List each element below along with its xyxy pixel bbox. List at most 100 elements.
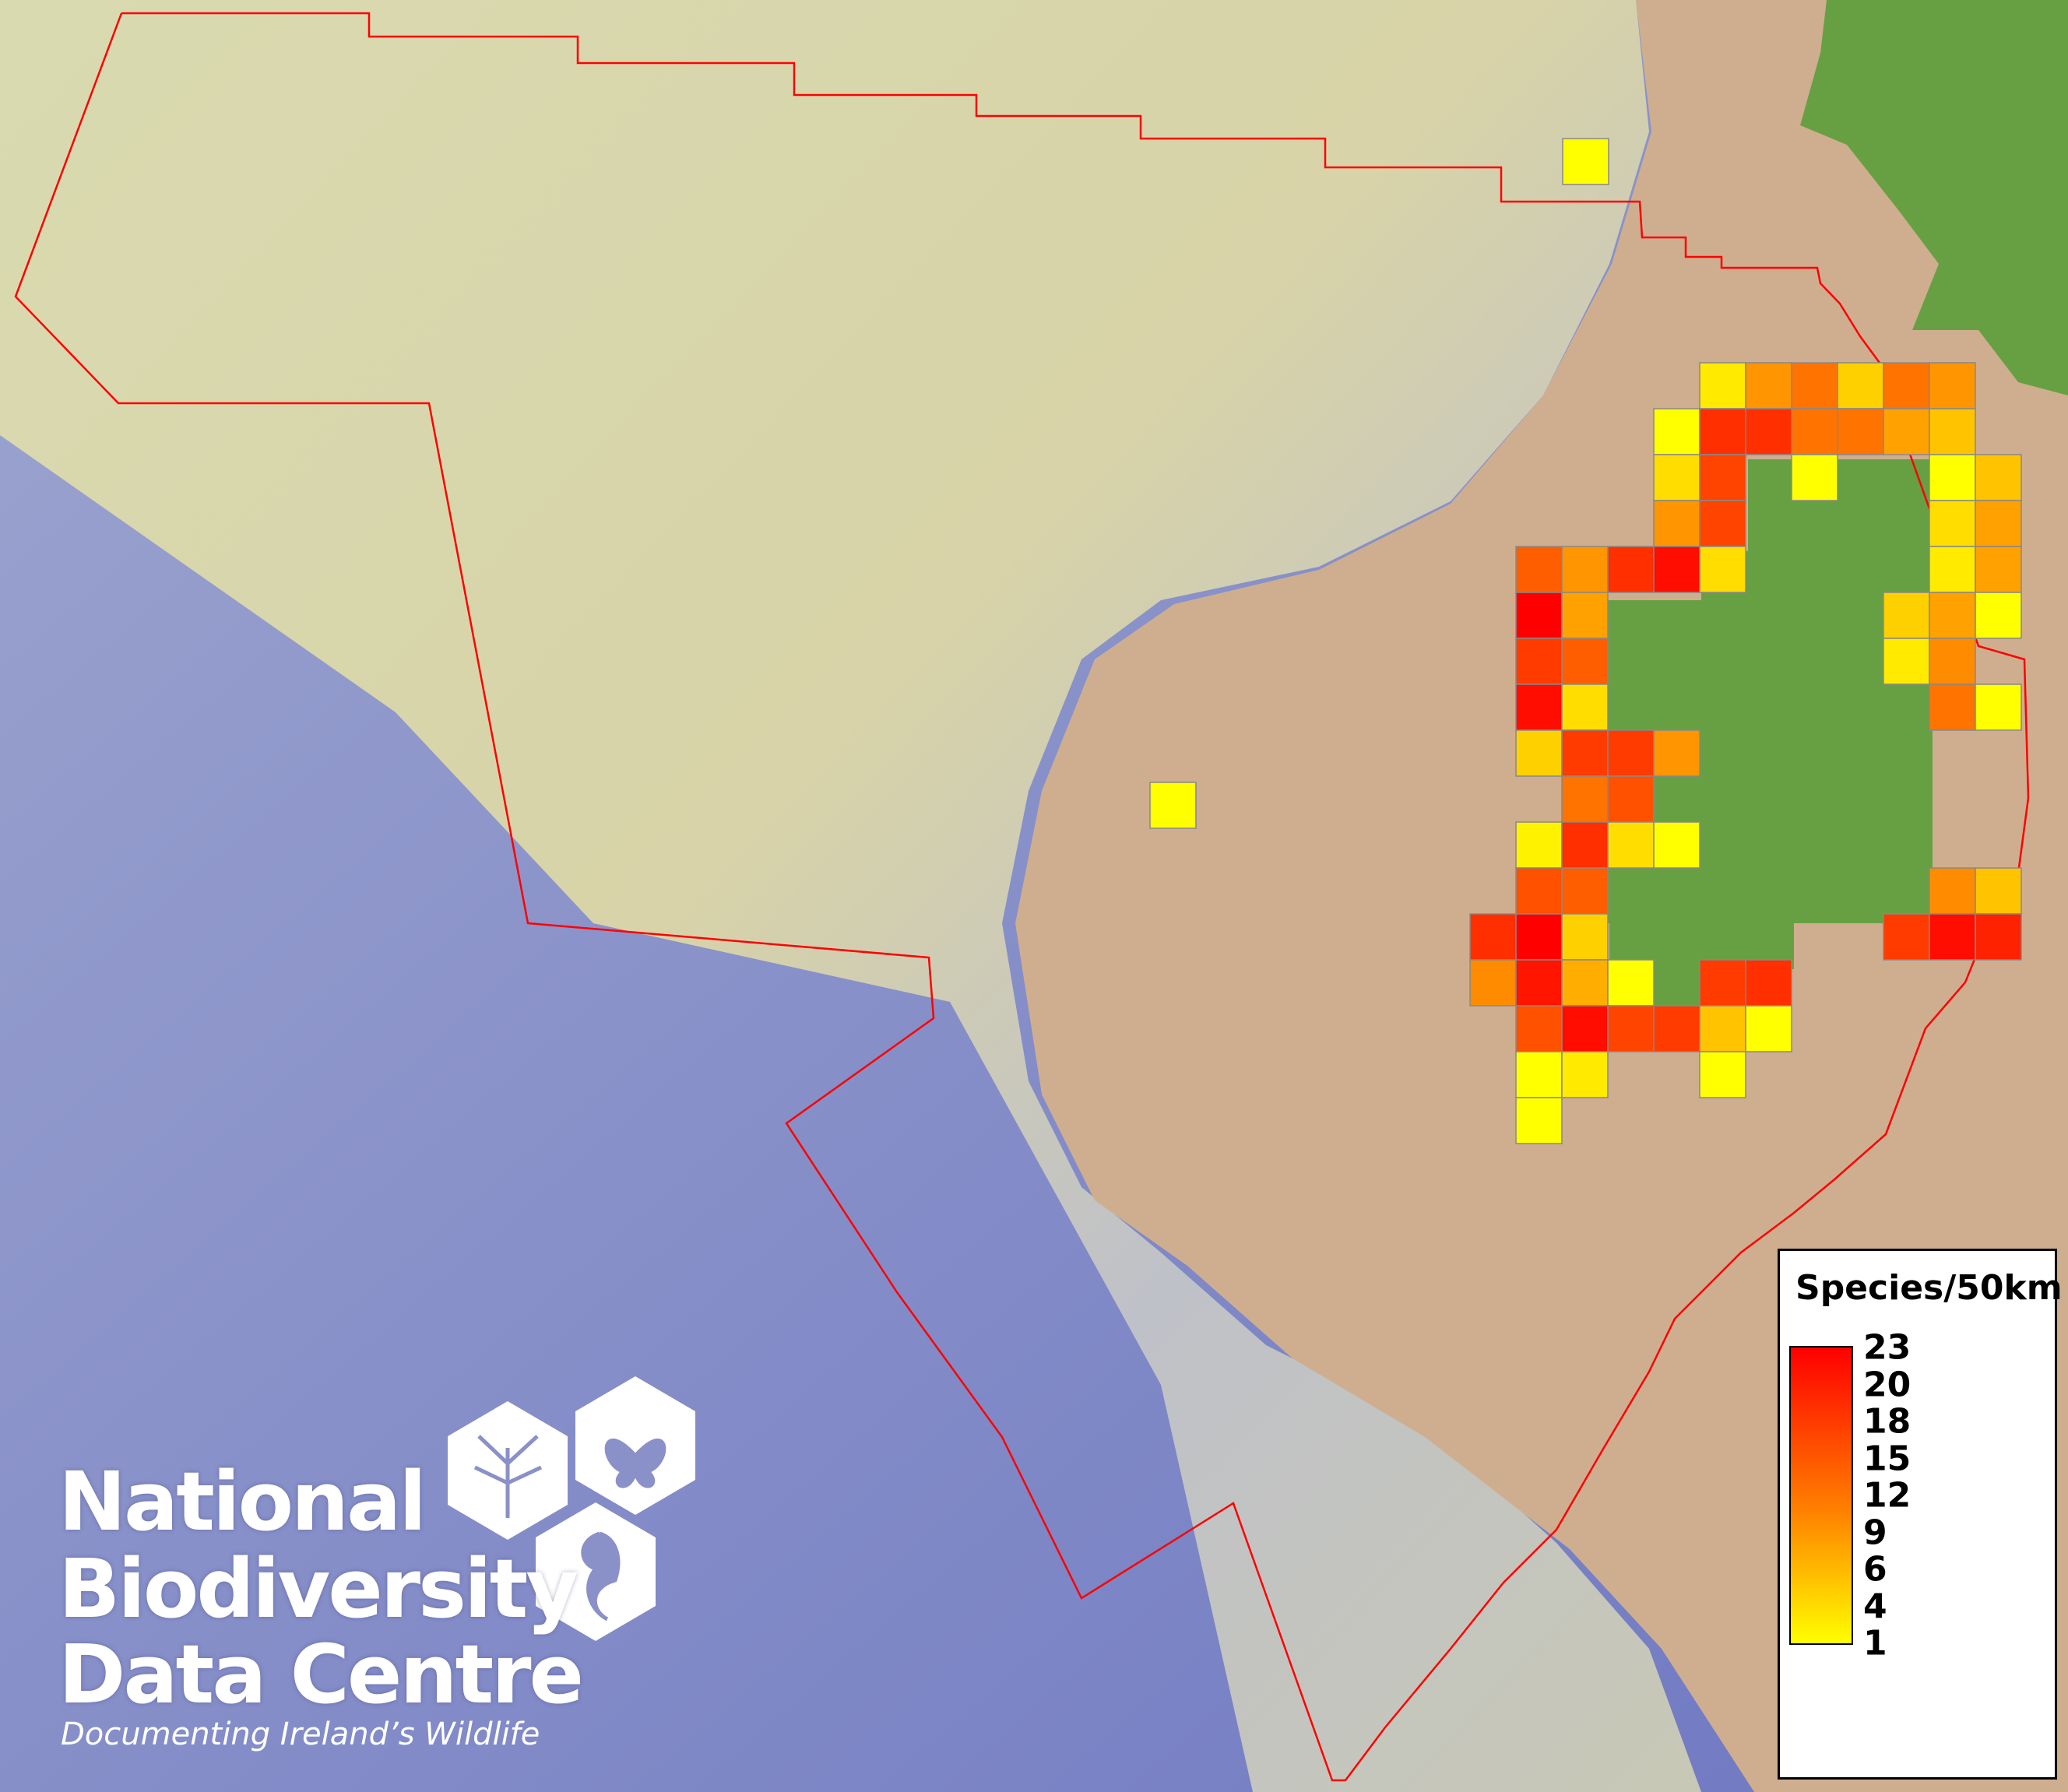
grid-cell[interactable]: [1745, 408, 1792, 455]
grid-cell[interactable]: [1929, 592, 1976, 639]
grid-cell[interactable]: [1883, 638, 1930, 685]
grid-cell[interactable]: [1699, 1051, 1746, 1098]
grid-cell[interactable]: [1561, 775, 1609, 823]
grid-cell[interactable]: [1883, 362, 1930, 409]
grid-cell[interactable]: [1837, 362, 1884, 409]
grid-cell[interactable]: [1607, 546, 1655, 593]
grid-cell[interactable]: [1929, 546, 1976, 593]
grid-cell[interactable]: [1515, 1097, 1563, 1144]
grid-cell[interactable]: [1515, 867, 1563, 915]
grid-cell[interactable]: [1929, 408, 1976, 455]
grid-cell[interactable]: [1699, 1005, 1746, 1052]
grid-cell[interactable]: [1607, 821, 1655, 869]
grid-cell[interactable]: [1699, 454, 1746, 501]
grid-cell[interactable]: [1883, 408, 1930, 455]
grid-cell[interactable]: [1607, 959, 1655, 1007]
grid-cell[interactable]: [1149, 782, 1197, 829]
grid-cell[interactable]: [1929, 867, 1976, 915]
legend: Species/50km 23 20 18 15 12 9 6 4 1: [1778, 1249, 2063, 1780]
grid-cell[interactable]: [1515, 821, 1563, 869]
grid-cell[interactable]: [1515, 913, 1563, 961]
grid-cell[interactable]: [1653, 729, 1700, 777]
grid-cell[interactable]: [1975, 683, 2022, 731]
grid-cell[interactable]: [1515, 729, 1563, 777]
grid-cell[interactable]: [1699, 546, 1746, 593]
logo-tagline: Documenting Ireland’s Wildlife: [61, 1716, 540, 1752]
grid-cell[interactable]: [1561, 546, 1609, 593]
grid-cell[interactable]: [1653, 500, 1700, 547]
grid-cell[interactable]: [1515, 959, 1563, 1007]
legend-tick-label: 12: [1863, 1475, 1911, 1516]
legend-tick-label: 4: [1863, 1586, 1887, 1626]
grid-cell[interactable]: [1561, 913, 1609, 961]
grid-cell[interactable]: [1607, 729, 1655, 777]
grid-cell[interactable]: [1561, 683, 1609, 731]
grid-cell[interactable]: [1561, 1051, 1609, 1098]
grid-cell[interactable]: [1653, 454, 1700, 501]
grid-cell[interactable]: [1653, 546, 1700, 593]
grid-cell[interactable]: [1699, 500, 1746, 547]
continental-shelf: [0, 0, 1701, 1792]
grid-cell[interactable]: [1607, 1005, 1655, 1052]
grid-cell[interactable]: [1699, 408, 1746, 455]
grid-cell[interactable]: [1975, 454, 2022, 501]
legend-tick-label: 20: [1863, 1365, 1911, 1404]
grid-cell[interactable]: [1699, 362, 1746, 409]
logo-text-biodiversity: Biodiversity: [58, 1541, 579, 1636]
grid-cell[interactable]: [1791, 454, 1838, 501]
grid-cell[interactable]: [1561, 638, 1609, 685]
grid-cell[interactable]: [1653, 821, 1700, 869]
grid-cell[interactable]: [1791, 408, 1838, 455]
grid-cell[interactable]: [1561, 592, 1609, 639]
grid-cell[interactable]: [1515, 592, 1563, 639]
grid-cell[interactable]: [1975, 867, 2022, 915]
grid-cell[interactable]: [1469, 913, 1517, 961]
grid-cell[interactable]: [1975, 546, 2022, 593]
butterfly-icon: [575, 1376, 695, 1515]
grid-cell[interactable]: [1515, 1005, 1563, 1052]
grid-cell[interactable]: [1791, 362, 1838, 409]
grid-cell[interactable]: [1929, 362, 1976, 409]
grid-cell[interactable]: [1837, 408, 1884, 455]
grid-cell[interactable]: [1561, 1005, 1609, 1052]
grid-cell[interactable]: [1883, 913, 1930, 961]
color-scale-bar: [1789, 1346, 1853, 1645]
grid-cell[interactable]: [1561, 729, 1609, 777]
legend-title: Species/50km: [1795, 1268, 2063, 1308]
logo-text-data-centre: Data Centre: [58, 1627, 584, 1722]
grid-cell[interactable]: [1607, 775, 1655, 823]
grid-cell[interactable]: [1975, 592, 2022, 639]
grid-cell[interactable]: [1745, 362, 1792, 409]
species-grid: [1149, 138, 2022, 1144]
legend-tick-label: 1: [1863, 1623, 1887, 1664]
legend-tick-label: 23: [1863, 1327, 1911, 1368]
grid-cell[interactable]: [1745, 1005, 1792, 1052]
grid-cell[interactable]: [1561, 821, 1609, 869]
legend-tick-label: 9: [1863, 1513, 1887, 1552]
grid-cell[interactable]: [1975, 913, 2022, 961]
grid-cell[interactable]: [1883, 592, 1930, 639]
grid-cell[interactable]: [1515, 1051, 1563, 1098]
logo-text-national: National: [58, 1454, 427, 1549]
grid-cell[interactable]: [1515, 638, 1563, 685]
grid-cell[interactable]: [1929, 913, 1976, 961]
grid-cell[interactable]: [1929, 638, 1976, 685]
grid-cell[interactable]: [1469, 959, 1517, 1007]
grid-cell[interactable]: [1699, 959, 1746, 1007]
grid-cell[interactable]: [1562, 138, 1609, 185]
grid-cell[interactable]: [1929, 500, 1976, 547]
grid-cell[interactable]: [1515, 546, 1563, 593]
legend-tick-label: 6: [1863, 1549, 1887, 1590]
legend-tick-label: 15: [1863, 1439, 1911, 1478]
grid-cell[interactable]: [1929, 454, 1976, 501]
grid-cell[interactable]: [1653, 1005, 1700, 1052]
grid-cell[interactable]: [1929, 683, 1976, 731]
highland-area: [1800, 0, 2068, 395]
grid-cell[interactable]: [1561, 959, 1609, 1007]
grid-cell[interactable]: [1561, 867, 1609, 915]
grid-cell[interactable]: [1653, 408, 1700, 455]
grid-cell[interactable]: [1745, 959, 1792, 1007]
grid-cell[interactable]: [1975, 500, 2022, 547]
survey-boundary-line: [14, 12, 2030, 1782]
grid-cell[interactable]: [1515, 683, 1563, 731]
